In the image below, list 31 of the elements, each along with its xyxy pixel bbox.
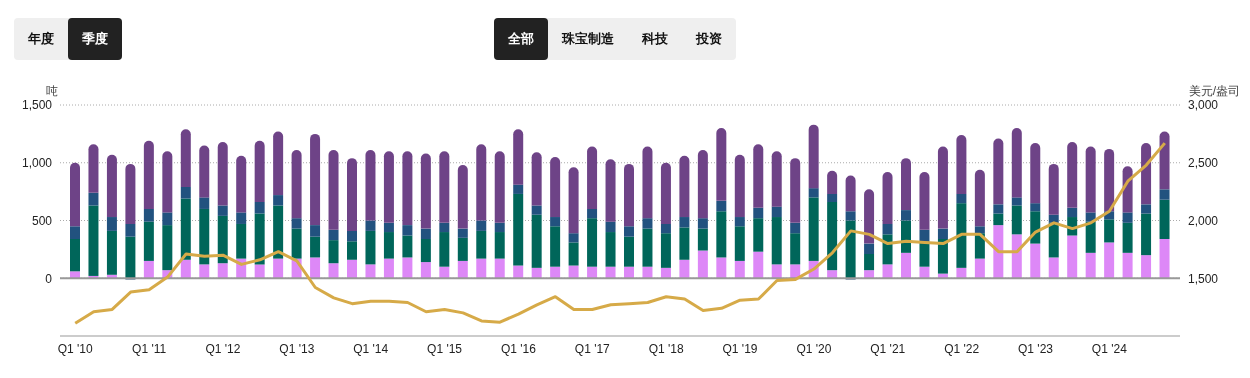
y2-tick-label: 1,500 [1188,271,1219,286]
x-tick-label: Q1 '11 [132,341,167,356]
x-tick-label: Q1 '24 [1091,341,1128,356]
y-axis-title: 吨 [46,83,58,100]
text: 年度 [27,30,55,48]
x-tick-label: Q1 '10 [57,341,94,356]
x-tick-label: Q1 '14 [353,341,389,356]
x-tick-label: Q1 '18 [648,341,684,356]
y2-tick-label: 2,000 [1188,213,1219,228]
x-tick-label: Q1 '16 [500,341,537,356]
x-tick-label: Q1 '23 [1018,341,1054,356]
x-tick-label: Q1 '15 [427,341,463,356]
y2-tick-label: 3,000 [1188,98,1219,113]
x-tick-label: Q1 '19 [722,341,758,356]
text: 投资 [694,30,723,48]
x-tick-label: Q1 '21 [870,341,906,356]
y-tick-label: 0 [45,271,53,286]
x-tick-label: Q1 '17 [574,341,611,356]
y2-tick-label: 2,500 [1188,156,1219,171]
text: 季度 [68,18,122,60]
x-tick-label: Q1 '13 [279,341,315,356]
y2-axis-title: 美元/盎司 [1188,83,1240,100]
x-tick-label: Q1 '22 [944,341,980,356]
text: 全部 [494,18,548,60]
text: 科技 [641,30,669,48]
x-tick-label: Q1 '20 [796,341,832,356]
y-tick-label: 1,500 [21,98,53,113]
text: 珠宝制造 [560,30,615,48]
y-tick-label: 500 [31,213,53,228]
x-tick-label: Q1 '12 [205,341,241,356]
y-tick-label: 1,000 [21,156,53,171]
